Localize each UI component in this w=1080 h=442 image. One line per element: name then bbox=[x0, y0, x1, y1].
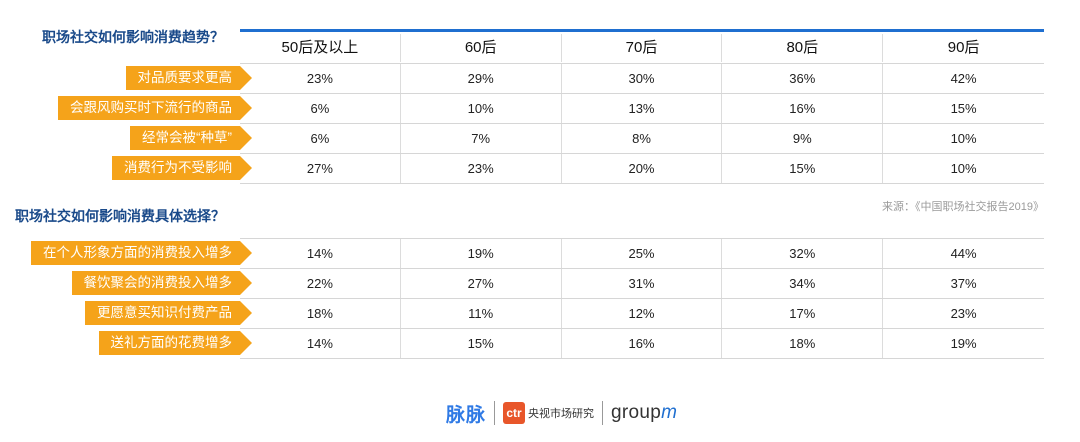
groupm-logo-main: group bbox=[611, 402, 662, 423]
value-cell: 37% bbox=[950, 276, 977, 291]
value-cell: 31% bbox=[562, 269, 723, 298]
value-cell: 34% bbox=[722, 269, 884, 298]
value-cell: 27% bbox=[240, 154, 401, 183]
column-header: 80后 bbox=[722, 34, 884, 62]
ctr-logo-text: 央视市场研究 bbox=[528, 407, 595, 420]
value-cell: 14% bbox=[240, 329, 401, 358]
row-cells: 6% 10% 13% 16% 15% bbox=[240, 93, 1044, 123]
value-cell: 44% bbox=[950, 246, 977, 261]
table-row: 更愿意买知识付费产品 18% 11% 12% 17% 23% bbox=[0, 298, 1080, 328]
value-cell: 8% bbox=[562, 124, 723, 153]
column-header: 60后 bbox=[401, 34, 562, 62]
row-label: 消费行为不受影响 bbox=[112, 156, 252, 180]
table-row: 经常会被“种草” 6% 7% 8% 9% 10% bbox=[0, 123, 1080, 153]
value-cell: 25% bbox=[562, 239, 723, 268]
row-label: 在个人形象方面的消费投入增多 bbox=[31, 241, 252, 265]
value-cell: 23% bbox=[401, 154, 562, 183]
row-label: 经常会被“种草” bbox=[130, 126, 252, 150]
trend-table: 对品质要求更高 23% 29% 30% 36% 42% 会跟风购买时下流行的商品 6% 10% 1… bbox=[0, 63, 1080, 184]
table-row: 消费行为不受影响 27% 23% 20% 15% 10% bbox=[0, 153, 1080, 184]
column-header: 50后及以上 bbox=[240, 34, 401, 62]
row-label: 送礼方面的花费增多 bbox=[98, 331, 252, 355]
value-cell: 17% bbox=[722, 299, 884, 328]
value-cell: 32% bbox=[722, 239, 884, 268]
choice-table: 在个人形象方面的消费投入增多 14% 19% 25% 32% 44% 餐饮聚会的消费投入增多… bbox=[0, 238, 1080, 359]
value-cell: 36% bbox=[722, 64, 884, 93]
table-row: 对品质要求更高 23% 29% 30% 36% 42% bbox=[0, 63, 1080, 93]
row-label: 会跟风购买时下流行的商品 bbox=[58, 96, 252, 120]
row-cells: 14% 19% 25% 32% 44% bbox=[240, 238, 1044, 268]
groupm-logo-m: m bbox=[661, 402, 678, 423]
value-cell: 7% bbox=[401, 124, 562, 153]
value-cell: 9% bbox=[722, 124, 884, 153]
logo-divider bbox=[602, 401, 604, 425]
logo-bar: 脉脉 ctr 央视市场研究 groupm bbox=[446, 398, 677, 428]
chart-title-trend: 职场社交如何影响消费趋势？ bbox=[42, 29, 224, 45]
value-cell: 15% bbox=[401, 329, 562, 358]
groupm-logo: groupm bbox=[611, 402, 677, 424]
value-cell: 14% bbox=[240, 239, 401, 268]
row-cells: 27% 23% 20% 15% 10% bbox=[240, 153, 1044, 184]
value-cell: 20% bbox=[562, 154, 723, 183]
value-cell: 12% bbox=[562, 299, 723, 328]
value-cell: 27% bbox=[401, 269, 562, 298]
value-cell: 23% bbox=[240, 64, 401, 93]
value-cell: 42% bbox=[950, 71, 977, 86]
value-cell: 15% bbox=[950, 101, 977, 116]
value-cell: 15% bbox=[722, 154, 884, 183]
row-cells: 18% 11% 12% 17% 23% bbox=[240, 298, 1044, 328]
column-header: 90后 bbox=[947, 39, 980, 56]
table-row: 餐饮聚会的消费投入增多 22% 27% 31% 34% 37% bbox=[0, 268, 1080, 298]
value-cell: 23% bbox=[950, 306, 977, 321]
value-cell: 10% bbox=[950, 131, 977, 146]
value-cell: 22% bbox=[240, 269, 401, 298]
row-cells: 14% 15% 16% 18% 19% bbox=[240, 328, 1044, 359]
value-cell: 16% bbox=[562, 329, 723, 358]
ctr-logo-badge: ctr bbox=[503, 402, 526, 424]
column-header: 70后 bbox=[562, 34, 723, 62]
value-cell: 30% bbox=[562, 64, 723, 93]
value-cell: 19% bbox=[401, 239, 562, 268]
row-cells: 22% 27% 31% 34% 37% bbox=[240, 268, 1044, 298]
value-cell: 6% bbox=[240, 94, 401, 123]
table-row: 在个人形象方面的消费投入增多 14% 19% 25% 32% 44% bbox=[0, 238, 1080, 268]
logo-divider bbox=[494, 401, 496, 425]
value-cell: 16% bbox=[722, 94, 884, 123]
table-row: 会跟风购买时下流行的商品 6% 10% 13% 16% 15% bbox=[0, 93, 1080, 123]
value-cell: 19% bbox=[950, 336, 977, 351]
value-cell: 6% bbox=[240, 124, 401, 153]
value-cell: 11% bbox=[401, 299, 562, 328]
value-cell: 10% bbox=[401, 94, 562, 123]
source-note: 来源：《中国职场社交报告2019》 bbox=[882, 201, 1044, 213]
value-cell: 29% bbox=[401, 64, 562, 93]
chart-title-choice: 职场社交如何影响消费具体选择？ bbox=[15, 208, 225, 224]
header-rule bbox=[240, 29, 1044, 32]
value-cell: 18% bbox=[722, 329, 884, 358]
column-header-row: 50后及以上 60后 70后 80后 90后 bbox=[240, 34, 1044, 62]
value-cell: 13% bbox=[562, 94, 723, 123]
row-label: 餐饮聚会的消费投入增多 bbox=[71, 271, 252, 295]
row-cells: 6% 7% 8% 9% 10% bbox=[240, 123, 1044, 153]
value-cell: 10% bbox=[950, 161, 977, 176]
maimai-logo: 脉脉 bbox=[446, 404, 487, 426]
value-cell: 18% bbox=[240, 299, 401, 328]
table-row: 送礼方面的花费增多 14% 15% 16% 18% 19% bbox=[0, 328, 1080, 359]
row-label: 更愿意买知识付费产品 bbox=[85, 301, 252, 325]
row-label: 对品质要求更高 bbox=[125, 66, 252, 90]
row-cells: 23% 29% 30% 36% 42% bbox=[240, 63, 1044, 93]
